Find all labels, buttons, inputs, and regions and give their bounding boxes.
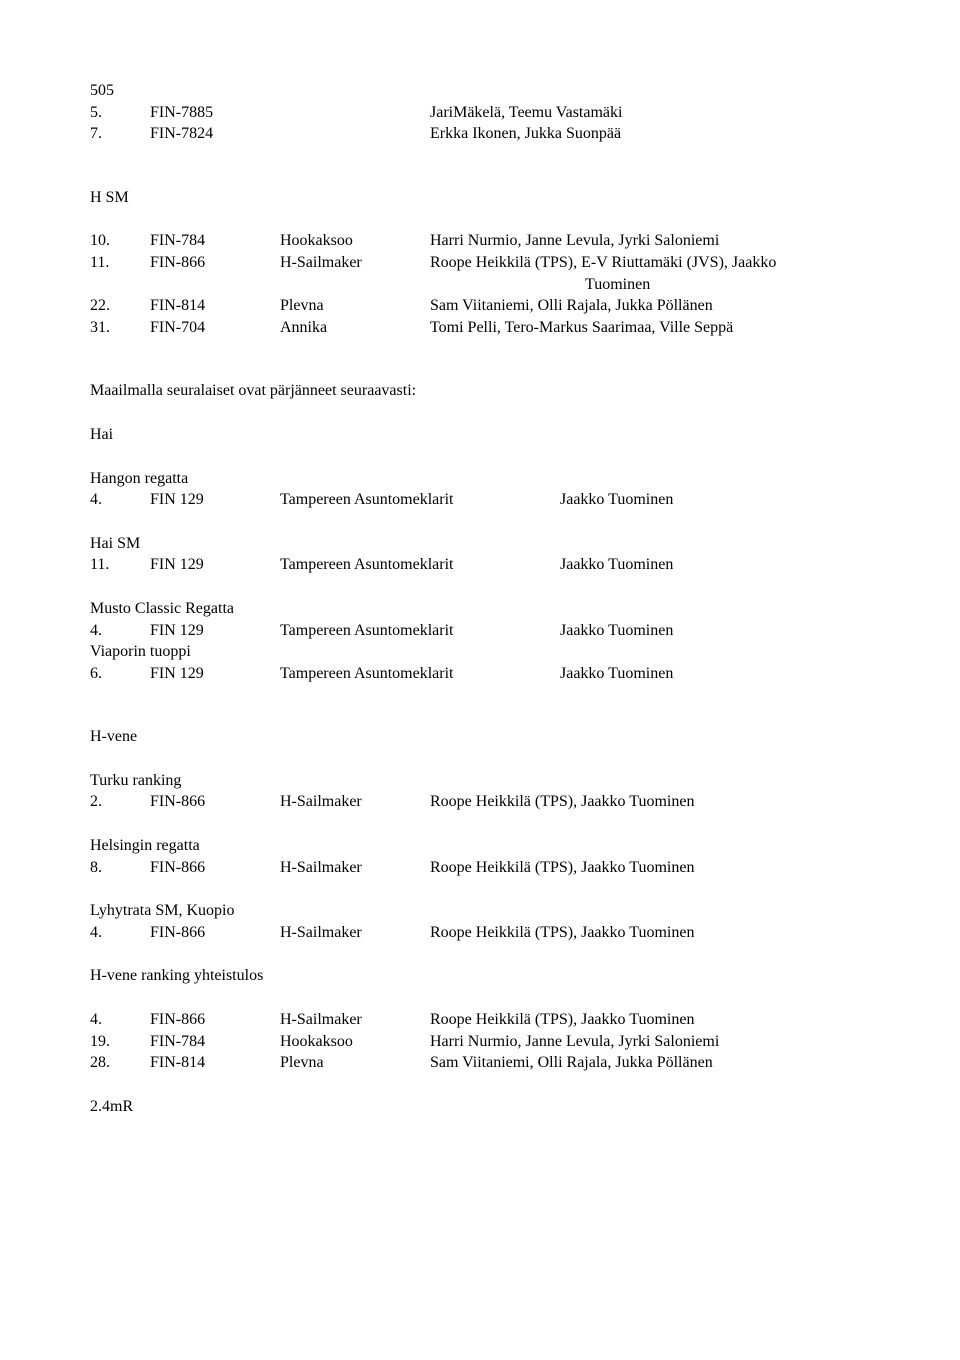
crew: Roope Heikkilä (TPS), E-V Riuttamäki (JV… — [430, 252, 870, 274]
section-hvene: H-vene Turku ranking 2. FIN-866 H-Sailma… — [90, 726, 870, 1074]
boat-id: FIN 129 — [150, 554, 280, 576]
boat-id: FIN-784 — [150, 1031, 280, 1053]
row-musto: 4. FIN 129 Tampereen Asuntomeklarit Jaak… — [90, 620, 870, 642]
boat-name: Tampereen Asuntomeklarit — [280, 554, 560, 576]
skipper: Jaakko Tuominen — [560, 620, 870, 642]
crew: Harri Nurmio, Janne Levula, Jyrki Saloni… — [430, 1031, 870, 1053]
row-helsingin: 8. FIN-866 H-Sailmaker Roope Heikkilä (T… — [90, 857, 870, 879]
lyhytrata-title: Lyhytrata SM, Kuopio — [90, 900, 870, 922]
section-hsm: H SM 10. FIN-784 Hookaksoo Harri Nurmio,… — [90, 187, 870, 339]
yhteistulos-title: H-vene ranking yhteistulos — [90, 965, 870, 987]
heading-505: 505 — [90, 80, 870, 102]
crew: Roope Heikkilä (TPS), Jaakko Tuominen — [430, 922, 870, 944]
blank — [280, 123, 430, 145]
row-505-1: 7. FIN-7824 Erkka Ikonen, Jukka Suonpää — [90, 123, 870, 145]
heading-hai: Hai — [90, 424, 870, 446]
pos: 31. — [90, 317, 150, 339]
boat-id: FIN-866 — [150, 922, 280, 944]
row-viaporin: 6. FIN 129 Tampereen Asuntomeklarit Jaak… — [90, 663, 870, 685]
boat-name: H-Sailmaker — [280, 922, 430, 944]
row-yht-1: 19. FIN-784 Hookaksoo Harri Nurmio, Jann… — [90, 1031, 870, 1053]
pos: 11. — [90, 554, 150, 576]
pos: 2. — [90, 791, 150, 813]
pos: 6. — [90, 663, 150, 685]
helsingin-title: Helsingin regatta — [90, 835, 870, 857]
row-lyhytrata: 4. FIN-866 H-Sailmaker Roope Heikkilä (T… — [90, 922, 870, 944]
pos: 4. — [90, 922, 150, 944]
boat-id: FIN-866 — [150, 1009, 280, 1031]
musto-title: Musto Classic Regatta — [90, 598, 870, 620]
crew: Sam Viitaniemi, Olli Rajala, Jukka Pöllä… — [430, 295, 870, 317]
pos: 5. — [90, 102, 150, 124]
blank — [280, 102, 430, 124]
boat-id: FIN-704 — [150, 317, 280, 339]
boat-id: FIN-866 — [150, 791, 280, 813]
boat-id: FIN-814 — [150, 295, 280, 317]
boat-id: FIN-866 — [150, 252, 280, 274]
boat-id: FIN 129 — [150, 489, 280, 511]
pos: 10. — [90, 230, 150, 252]
crew: Harri Nurmio, Janne Levula, Jyrki Saloni… — [430, 230, 870, 252]
pos: 4. — [90, 1009, 150, 1031]
crew: Roope Heikkilä (TPS), Jaakko Tuominen — [430, 1009, 870, 1031]
pos: 19. — [90, 1031, 150, 1053]
skipper: Jaakko Tuominen — [560, 663, 870, 685]
boat-id: FIN-7885 — [150, 102, 280, 124]
hangon-title: Hangon regatta — [90, 468, 870, 490]
boat-name: Plevna — [280, 295, 430, 317]
row-haism: 11. FIN 129 Tampereen Asuntomeklarit Jaa… — [90, 554, 870, 576]
boat-id: FIN-814 — [150, 1052, 280, 1074]
boat-id: FIN-784 — [150, 230, 280, 252]
boat-name: H-Sailmaker — [280, 1009, 430, 1031]
row-hsm-3: 31. FIN-704 Annika Tomi Pelli, Tero-Mark… — [90, 317, 870, 339]
row-yht-2: 28. FIN-814 Plevna Sam Viitaniemi, Olli … — [90, 1052, 870, 1074]
crew: Sam Viitaniemi, Olli Rajala, Jukka Pöllä… — [430, 1052, 870, 1074]
boat-name: Plevna — [280, 1052, 430, 1074]
row-yht-0: 4. FIN-866 H-Sailmaker Roope Heikkilä (T… — [90, 1009, 870, 1031]
crew: JariMäkelä, Teemu Vastamäki — [430, 102, 870, 124]
row-turku: 2. FIN-866 H-Sailmaker Roope Heikkilä (T… — [90, 791, 870, 813]
boat-name: Annika — [280, 317, 430, 339]
pos: 28. — [90, 1052, 150, 1074]
turku-title: Turku ranking — [90, 770, 870, 792]
boat-id: FIN-866 — [150, 857, 280, 879]
intro-text: Maailmalla seuralaiset ovat pärjänneet s… — [90, 380, 870, 402]
viaporin-title: Viaporin tuoppi — [90, 641, 870, 663]
pos: 4. — [90, 489, 150, 511]
boat-name: H-Sailmaker — [280, 791, 430, 813]
row-505-0: 5. FIN-7885 JariMäkelä, Teemu Vastamäki — [90, 102, 870, 124]
boat-name: Hookaksoo — [280, 1031, 430, 1053]
pos: 8. — [90, 857, 150, 879]
pos: 7. — [90, 123, 150, 145]
section-hai: Hai Hangon regatta 4. FIN 129 Tampereen … — [90, 424, 870, 684]
haism-title: Hai SM — [90, 533, 870, 555]
row-hsm-1: 11. FIN-866 H-Sailmaker Roope Heikkilä (… — [90, 252, 870, 274]
boat-name: H-Sailmaker — [280, 857, 430, 879]
pos: 4. — [90, 620, 150, 642]
boat-name: Hookaksoo — [280, 230, 430, 252]
section-505: 505 5. FIN-7885 JariMäkelä, Teemu Vastam… — [90, 80, 870, 145]
skipper: Jaakko Tuominen — [560, 554, 870, 576]
crew: Tomi Pelli, Tero-Markus Saarimaa, Ville … — [430, 317, 870, 339]
boat-id: FIN 129 — [150, 663, 280, 685]
footer-class: 2.4mR — [90, 1096, 870, 1118]
pos: 22. — [90, 295, 150, 317]
row-hangon: 4. FIN 129 Tampereen Asuntomeklarit Jaak… — [90, 489, 870, 511]
boat-name: Tampereen Asuntomeklarit — [280, 489, 560, 511]
boat-name: H-Sailmaker — [280, 252, 430, 274]
boat-id: FIN 129 — [150, 620, 280, 642]
skipper: Jaakko Tuominen — [560, 489, 870, 511]
heading-hsm: H SM — [90, 187, 870, 209]
row-hsm-2: 22. FIN-814 Plevna Sam Viitaniemi, Olli … — [90, 295, 870, 317]
row-hsm-0: 10. FIN-784 Hookaksoo Harri Nurmio, Jann… — [90, 230, 870, 252]
pos: 11. — [90, 252, 150, 274]
boat-name: Tampereen Asuntomeklarit — [280, 663, 560, 685]
crew: Roope Heikkilä (TPS), Jaakko Tuominen — [430, 791, 870, 813]
crew: Roope Heikkilä (TPS), Jaakko Tuominen — [430, 857, 870, 879]
boat-name: Tampereen Asuntomeklarit — [280, 620, 560, 642]
boat-id: FIN-7824 — [150, 123, 280, 145]
tuominen-continuation: Tuominen — [585, 274, 870, 296]
crew: Erkka Ikonen, Jukka Suonpää — [430, 123, 870, 145]
heading-hvene: H-vene — [90, 726, 870, 748]
